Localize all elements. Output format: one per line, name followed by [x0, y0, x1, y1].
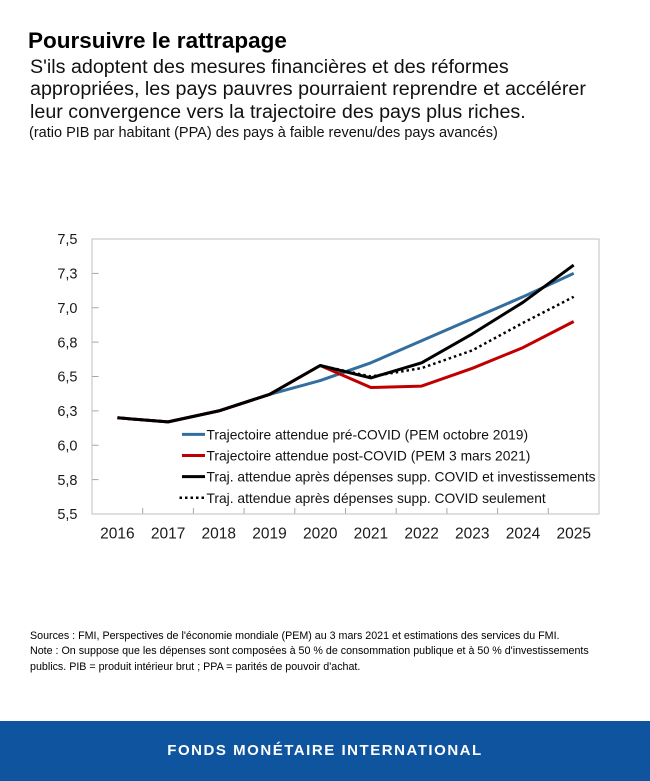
- svg-text:2023: 2023: [455, 525, 489, 542]
- svg-text:7,5: 7,5: [57, 232, 77, 248]
- svg-text:2022: 2022: [404, 525, 438, 542]
- svg-text:Traj. attendue après dépenses: Traj. attendue après dépenses supp. COVI…: [207, 491, 546, 506]
- svg-text:2025: 2025: [556, 525, 590, 542]
- svg-text:6,3: 6,3: [57, 404, 77, 420]
- svg-text:2017: 2017: [151, 525, 185, 542]
- svg-text:2020: 2020: [303, 525, 338, 542]
- svg-text:2021: 2021: [354, 525, 388, 542]
- svg-text:2019: 2019: [252, 525, 286, 542]
- svg-text:2024: 2024: [506, 525, 541, 542]
- svg-text:Trajectoire attendue pré-COVID: Trajectoire attendue pré-COVID (PEM octo…: [207, 428, 529, 443]
- svg-text:7,3: 7,3: [57, 267, 77, 283]
- svg-text:2018: 2018: [202, 525, 236, 542]
- svg-text:5,5: 5,5: [57, 507, 77, 523]
- svg-text:6,8: 6,8: [57, 335, 77, 351]
- svg-text:Trajectoire attendue post-COVI: Trajectoire attendue post-COVID (PEM 3 m…: [207, 449, 531, 464]
- svg-text:Traj. attendue après dépenses: Traj. attendue après dépenses supp. COVI…: [207, 470, 596, 485]
- svg-text:6,5: 6,5: [57, 370, 77, 386]
- svg-text:2016: 2016: [100, 525, 134, 542]
- svg-text:5,8: 5,8: [57, 473, 77, 489]
- svg-text:6,0: 6,0: [57, 439, 77, 455]
- svg-text:7,0: 7,0: [57, 301, 77, 317]
